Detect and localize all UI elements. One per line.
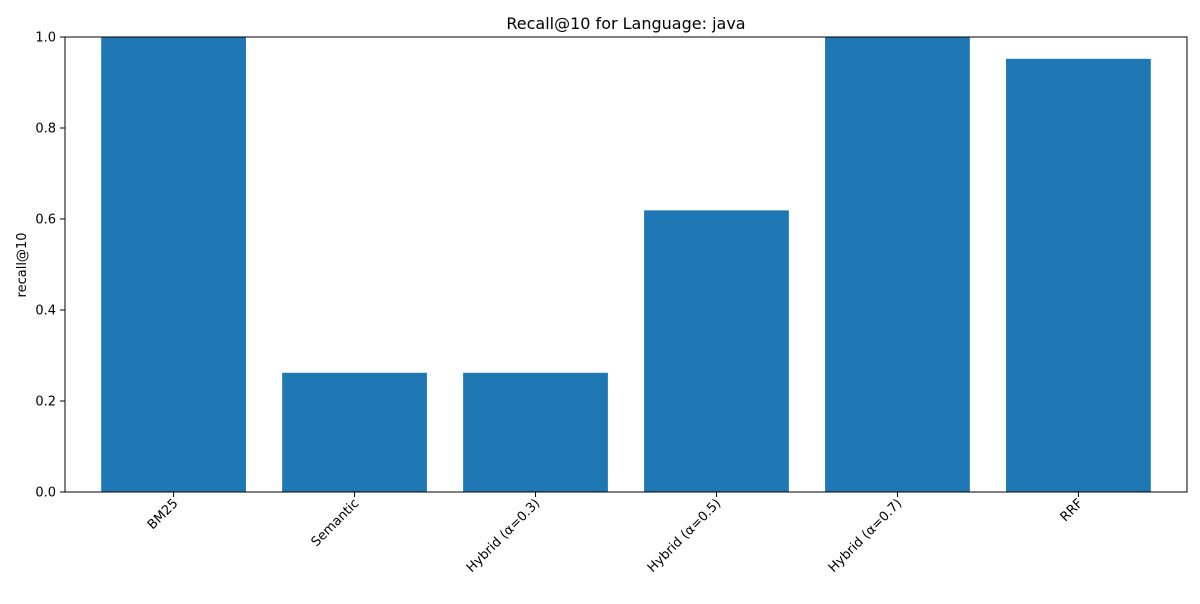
y-tick-label-0: 0.0: [35, 486, 56, 501]
x-ticks-group: BM25 Semantic Hybrid (α=0.3) Hybrid (α=0.5)…: [145, 492, 1086, 576]
x-tick-label-2: Hybrid (α=0.3): [464, 496, 543, 575]
bars-group: [101, 37, 1151, 493]
bar-4: [825, 37, 970, 492]
y-tick-label-4: 0.8: [35, 122, 56, 137]
x-tick-label-4: Hybrid (α=0.7): [826, 496, 905, 575]
chart-title: Recall@10 for Language: java: [506, 14, 745, 33]
y-tick-label-2: 0.4: [35, 304, 56, 319]
x-tick-label-3: Hybrid (α=0.5): [645, 496, 724, 575]
y-axis-label: recall@10: [15, 233, 30, 298]
bar-2: [463, 372, 608, 492]
y-tick-label-3: 0.6: [35, 213, 56, 228]
y-tick-label-1: 0.2: [35, 395, 56, 410]
bar-0: [101, 37, 246, 492]
bar-1: [282, 372, 427, 492]
plot-frame: [64, 36, 1188, 493]
x-tick-label-0: BM25: [145, 496, 182, 533]
bar-3: [644, 210, 789, 493]
y-tick-label-5: 1.0: [35, 31, 56, 46]
x-tick-label-5: RRF: [1058, 496, 1087, 525]
y-ticks-group: 0.0 0.2 0.4 0.6 0.8 1.0: [35, 31, 65, 501]
x-tick-label-1: Semantic: [309, 496, 363, 550]
bar-5: [1006, 58, 1151, 493]
